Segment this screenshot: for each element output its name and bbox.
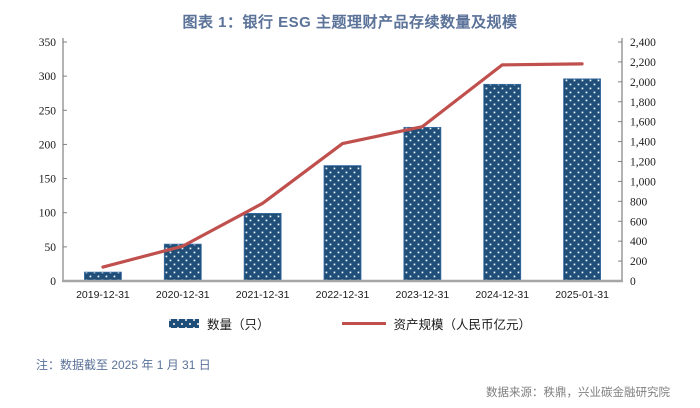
svg-text:2023-12-31: 2023-12-31: [395, 289, 449, 301]
bar-2021-12-31: [243, 212, 282, 282]
svg-text:1,600: 1,600: [630, 117, 656, 129]
svg-text:2024-12-31: 2024-12-31: [475, 289, 529, 301]
svg-text:1,200: 1,200: [630, 157, 656, 169]
legend-item-asset-scale: 资产规模（人民币亿元）: [341, 314, 532, 333]
bar-2022-12-31: [323, 165, 362, 282]
svg-text:200: 200: [39, 139, 57, 151]
svg-text:800: 800: [630, 196, 648, 208]
legend-label-asset-scale: 资产规模（人民币亿元）: [393, 318, 532, 332]
left-axis: 0 50 100 150 200 250 300 350: [39, 37, 67, 288]
bar-2023-12-31: [403, 126, 442, 282]
svg-text:2,000: 2,000: [630, 77, 656, 89]
svg-text:1,800: 1,800: [630, 97, 656, 109]
right-axis: 0 200 400 600 800 1,000 1,200 1,400 1,600 1,800 2,…: [618, 37, 656, 288]
svg-text:2022-12-31: 2022-12-31: [316, 289, 370, 301]
legend: 数量（只） 资产规模（人民币亿元）: [0, 314, 700, 333]
svg-text:0: 0: [50, 276, 56, 288]
svg-text:200: 200: [630, 256, 648, 268]
svg-text:600: 600: [630, 216, 648, 228]
svg-text:2019-12-31: 2019-12-31: [76, 289, 130, 301]
line-series-swatch-icon: [341, 322, 386, 325]
svg-text:2020-12-31: 2020-12-31: [156, 289, 210, 301]
svg-text:0: 0: [630, 276, 636, 288]
asset-scale-line: [101, 62, 584, 269]
svg-text:100: 100: [39, 208, 57, 220]
combo-chart: 0 50 100 150 200 250 300 350 0 200 400 600 800 1,000 1…: [39, 37, 656, 301]
svg-text:2021-12-31: 2021-12-31: [236, 289, 290, 301]
svg-text:400: 400: [630, 236, 648, 248]
svg-text:300: 300: [39, 71, 57, 83]
svg-text:50: 50: [45, 242, 57, 254]
bar-series-swatch-icon: [168, 319, 199, 328]
bar-2025-01-31: [563, 78, 601, 282]
bar-2019-12-31: [84, 271, 122, 282]
svg-text:1,400: 1,400: [630, 137, 656, 149]
svg-text:150: 150: [39, 174, 57, 186]
bar-series: [84, 78, 601, 282]
svg-text:250: 250: [39, 105, 57, 117]
svg-text:1,000: 1,000: [630, 176, 656, 188]
category-axis-labels: 2019-12-31 2020-12-31 2021-12-31 2022-12-31…: [76, 289, 609, 301]
svg-text:2,400: 2,400: [630, 37, 656, 49]
data-source-note: 数据来源：秩鼎，兴业碳金融研究院: [486, 387, 670, 399]
legend-label-count: 数量（只）: [206, 318, 270, 332]
svg-text:350: 350: [39, 37, 57, 49]
data-cutoff-note: 注：数据截至 2025 年 1 月 31 日: [36, 358, 211, 372]
chart-title: 图表 1：银行 ESG 主题理财产品存续数量及规模: [182, 14, 518, 31]
legend-item-count: 数量（只）: [168, 314, 270, 333]
bar-2024-12-31: [483, 83, 522, 282]
svg-text:2025-01-31: 2025-01-31: [555, 289, 609, 301]
svg-text:2,200: 2,200: [630, 57, 656, 69]
